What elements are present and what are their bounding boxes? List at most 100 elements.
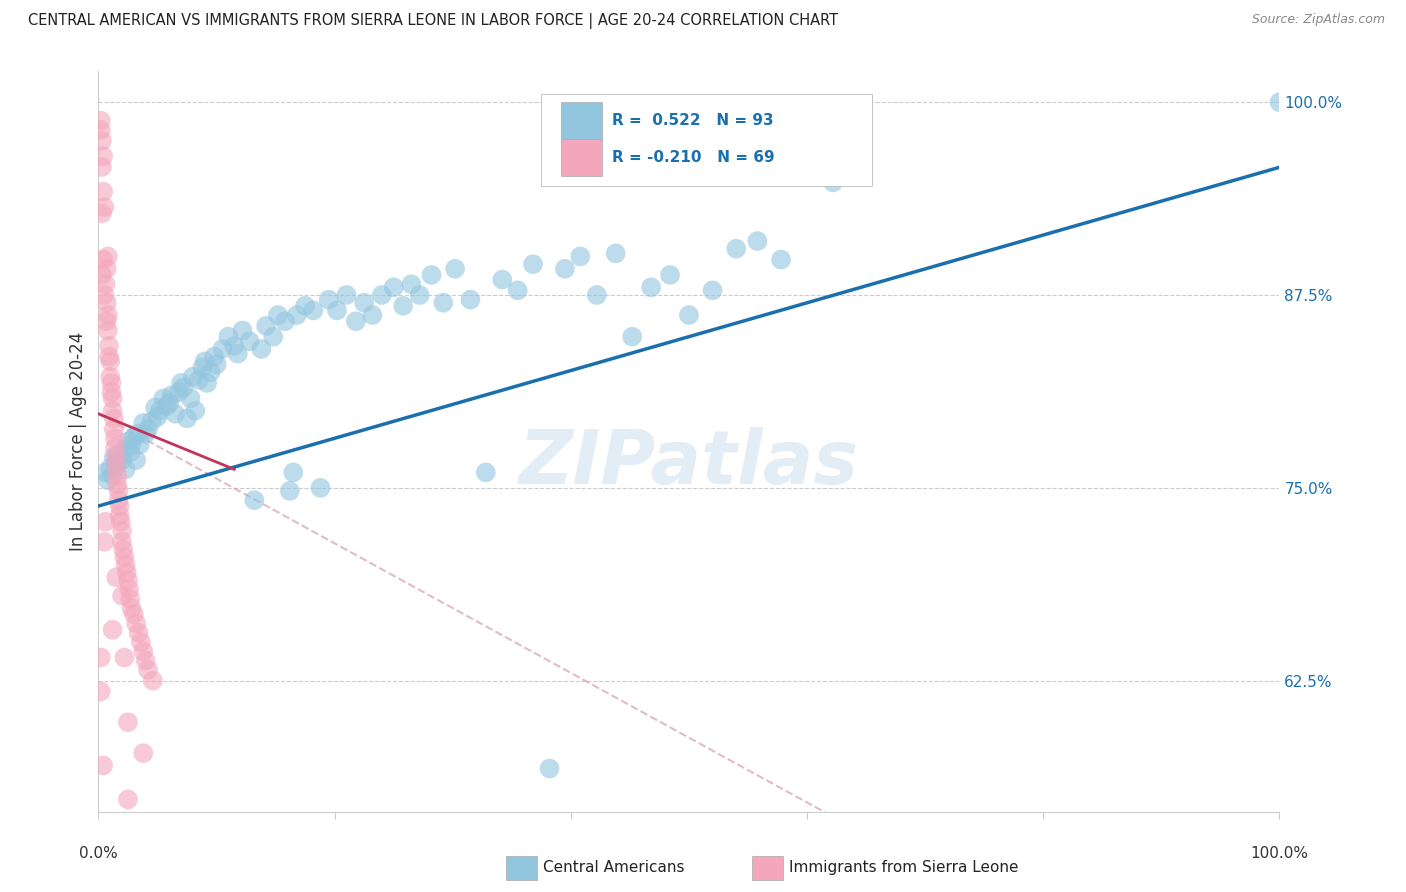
Point [117,792,139,806]
Point [181,369,204,384]
Point [361,308,384,322]
Point [262,329,284,343]
Point [250,342,273,356]
Point [522,257,544,271]
Point [91,268,114,282]
Point [120,591,142,606]
Point [105,468,128,483]
Point [475,466,498,480]
Point [122,607,145,622]
Point [96,261,118,276]
Point [98,350,121,364]
Text: CENTRAL AMERICAN VS IMMIGRANTS FROM SIERRA LEONE IN LABOR FORCE | AGE 20-24 CORR: CENTRAL AMERICAN VS IMMIGRANTS FROM SIER… [28,13,838,29]
Point [401,277,423,292]
Point [278,483,301,498]
Text: Immigrants from Sierra Leone: Immigrants from Sierra Leone [789,860,1018,874]
Point [392,299,415,313]
Point [135,654,157,668]
Point [101,392,124,406]
Point [90,113,112,128]
Point [90,650,112,665]
Point [112,442,135,457]
Text: R = -0.210   N = 69: R = -0.210 N = 69 [612,151,775,166]
Point [91,758,114,772]
Point [117,574,139,588]
Point [146,409,169,424]
Bar [561,139,602,177]
Point [97,324,120,338]
Point [122,430,145,444]
Point [103,411,125,425]
Point [678,308,700,322]
Point [105,570,128,584]
Point [274,314,297,328]
Point [309,481,332,495]
Point [96,295,118,310]
Y-axis label: In Labor Force | Age 20-24: In Labor Force | Age 20-24 [69,332,87,551]
Point [136,663,159,677]
Point [94,277,117,292]
Point [101,623,124,637]
Point [105,453,128,467]
Point [91,134,114,148]
Point [107,483,129,498]
Point [191,360,214,375]
Point [231,324,253,338]
Point [91,160,114,174]
Point [506,284,529,298]
Point [98,369,121,384]
Point [157,396,180,410]
Point [91,149,114,163]
Point [725,242,748,256]
Point [100,385,122,400]
Point [408,288,430,302]
Point [110,515,132,529]
Point [104,441,127,455]
Point [93,288,115,302]
Point [96,314,118,328]
Point [101,468,124,483]
Point [420,268,443,282]
Point [640,280,662,294]
Point [127,426,149,441]
Point [125,453,148,467]
Point [491,272,513,286]
Point [149,403,172,417]
Point [112,650,135,665]
Point [239,334,262,349]
Point [382,280,405,294]
Point [538,762,561,776]
Point [659,268,682,282]
Text: R =  0.522   N = 93: R = 0.522 N = 93 [612,113,773,128]
Point [112,550,135,565]
Point [103,450,125,464]
Point [432,295,454,310]
Point [747,234,769,248]
Point [621,329,644,343]
Point [176,411,198,425]
Point [132,644,155,658]
Point [187,373,209,387]
Point [97,308,120,322]
Point [108,508,131,523]
Point [115,566,138,580]
Point [554,261,576,276]
Text: 100.0%: 100.0% [1250,846,1309,861]
Point [105,459,128,474]
Point [128,625,150,640]
Point [226,346,249,360]
Point [91,185,114,199]
Point [460,293,482,307]
Point [94,466,117,480]
Point [135,426,157,441]
Point [93,534,115,549]
Point [318,293,340,307]
Point [326,303,349,318]
Point [111,453,134,467]
Point [143,401,166,415]
Point [105,477,128,491]
Point [585,288,607,302]
Point [105,450,128,464]
Point [120,445,142,459]
Point [136,422,159,436]
